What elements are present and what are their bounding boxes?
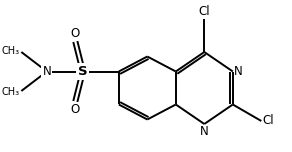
Text: Cl: Cl (199, 5, 210, 18)
Text: O: O (71, 103, 80, 116)
Text: O: O (71, 27, 80, 40)
Text: N: N (234, 65, 243, 78)
Text: CH₃: CH₃ (2, 87, 20, 97)
Text: N: N (200, 126, 209, 138)
Text: S: S (78, 65, 88, 78)
Text: Cl: Cl (263, 114, 274, 128)
Text: CH₃: CH₃ (2, 46, 20, 56)
Text: N: N (42, 65, 51, 78)
